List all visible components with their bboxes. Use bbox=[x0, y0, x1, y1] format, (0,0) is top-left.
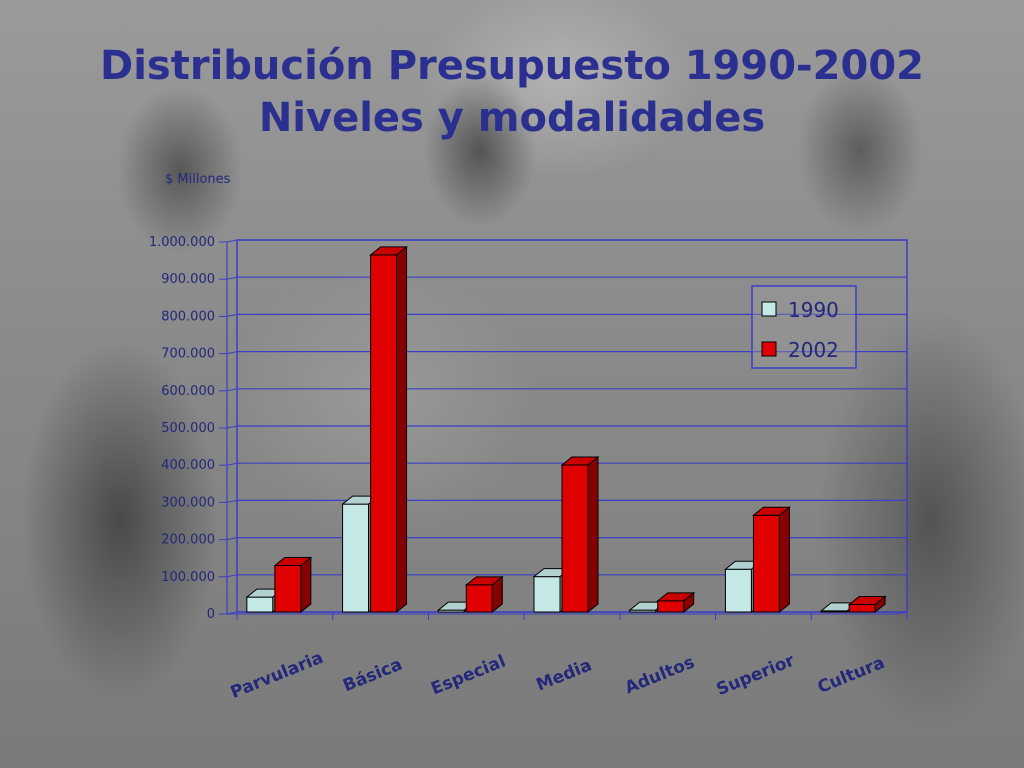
legend-swatch-1990 bbox=[761, 301, 777, 317]
bar-2002 bbox=[752, 514, 780, 613]
title-line-1: Distribución Presupuesto 1990-2002 bbox=[100, 43, 924, 89]
bar-2002 bbox=[657, 600, 685, 613]
y-tick-label: 700.000 bbox=[161, 347, 215, 362]
legend-label-2002: 2002 bbox=[788, 338, 839, 362]
y-tick-label: 500.000 bbox=[161, 421, 215, 436]
x-tick-label: Superior bbox=[714, 650, 798, 700]
y-tick-label: 1.000.000 bbox=[149, 235, 215, 250]
y-tick-label: 800.000 bbox=[161, 309, 215, 324]
bar-side-2002 bbox=[491, 575, 503, 614]
x-tick-label: Básica bbox=[340, 654, 405, 696]
legend-swatch-2002 bbox=[761, 341, 777, 357]
bar-side-2002 bbox=[396, 245, 408, 614]
y-tick-label: 300.000 bbox=[161, 495, 215, 510]
x-tick-label: Especial bbox=[428, 651, 508, 699]
bar-2002 bbox=[848, 604, 876, 613]
gridline-side bbox=[226, 388, 238, 392]
gridline-side bbox=[226, 574, 238, 578]
gridline-side bbox=[226, 537, 238, 541]
gridline-side bbox=[226, 313, 238, 317]
bar-1990 bbox=[533, 576, 561, 613]
bar-side-2002 bbox=[683, 591, 695, 614]
gridline-side bbox=[226, 425, 238, 429]
gridline-side bbox=[226, 611, 238, 615]
y-axis-label: $ Millones bbox=[165, 172, 231, 187]
bar-side-2002 bbox=[587, 456, 599, 614]
bar-1990 bbox=[246, 596, 274, 613]
bar-side-2002 bbox=[300, 556, 312, 614]
y-tick-label: 400.000 bbox=[161, 458, 215, 473]
legend-label-1990: 1990 bbox=[788, 298, 839, 322]
gridline-side bbox=[226, 499, 238, 503]
y-tick-label: 600.000 bbox=[161, 384, 215, 399]
x-tick-label: Adultos bbox=[622, 652, 697, 698]
y-tick-label: 200.000 bbox=[161, 533, 215, 548]
y-tick-label: 0 bbox=[207, 607, 215, 622]
x-tick-label: Media bbox=[534, 655, 595, 695]
gridline-side bbox=[226, 462, 238, 466]
bar-2002 bbox=[561, 464, 589, 613]
bar-2002 bbox=[465, 584, 493, 613]
bar-side-2002 bbox=[874, 595, 886, 614]
bar-2002 bbox=[274, 565, 302, 613]
gridline-side bbox=[226, 351, 238, 355]
bar-side-2002 bbox=[778, 506, 790, 614]
slide-title: Distribución Presupuesto 1990-2002 Nivel… bbox=[0, 40, 1024, 144]
bar-1990 bbox=[724, 568, 752, 613]
title-line-2: Niveles y modalidades bbox=[258, 95, 766, 141]
x-tick-label: Cultura bbox=[815, 653, 888, 698]
y-tick-label: 100.000 bbox=[161, 570, 215, 585]
bar-1990 bbox=[342, 503, 370, 613]
x-tick-label: Parvularia bbox=[228, 648, 326, 703]
gridline-side bbox=[226, 276, 238, 280]
bar-2002 bbox=[370, 254, 398, 613]
gridline-side bbox=[226, 239, 238, 243]
y-tick-label: 900.000 bbox=[161, 272, 215, 287]
